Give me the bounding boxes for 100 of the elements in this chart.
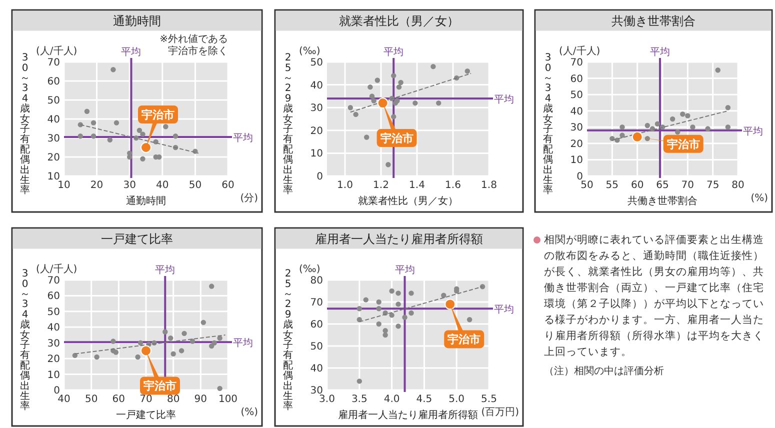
y-tick-label: 30 xyxy=(47,338,60,350)
point xyxy=(170,351,176,356)
point xyxy=(402,314,408,320)
point xyxy=(632,131,643,142)
point xyxy=(368,84,373,90)
y-tick-label: 50 xyxy=(47,306,60,318)
x-tick-label: 75 xyxy=(706,180,720,191)
x-tick-label: 1.6 xyxy=(445,180,461,191)
x-tick-label: 80 xyxy=(166,394,180,405)
x-axis-title: 雇用者一人当たり雇用者所得額 xyxy=(338,409,478,421)
point xyxy=(382,328,388,334)
x-tick-label: 60 xyxy=(222,180,234,191)
point xyxy=(396,324,401,329)
text: (‰) xyxy=(299,264,320,275)
text: 25～29歳女子有配偶出生率 xyxy=(283,268,293,412)
x-tick-label: 50 xyxy=(84,394,98,405)
y-tick-label: 80 xyxy=(310,276,323,286)
annotation: 宇治市 xyxy=(142,108,174,122)
y-tick-label: 0 xyxy=(316,172,323,182)
y-tick-label: 60 xyxy=(47,76,60,88)
x-tick-label: 1.2 xyxy=(373,180,389,191)
text: (百万円) xyxy=(481,407,520,418)
y-tick-label: 10 xyxy=(310,148,323,160)
y-tick-label: 10 xyxy=(47,172,60,182)
y-tick-label: 20 xyxy=(47,354,60,366)
point xyxy=(392,100,398,106)
y-tick-label: 30 xyxy=(310,386,323,396)
x-tick-label: 40 xyxy=(58,394,70,405)
point xyxy=(386,162,391,168)
point xyxy=(376,299,382,305)
text: ※外れ値である xyxy=(160,33,228,45)
ref-line-label: 平均 xyxy=(233,132,253,144)
point xyxy=(376,321,382,327)
y-tick-label: 60 xyxy=(310,320,323,330)
y-tick-label: 50 xyxy=(570,90,583,102)
point xyxy=(396,302,401,307)
point xyxy=(654,121,660,126)
point xyxy=(408,290,414,296)
x-tick-label: 70 xyxy=(681,180,694,191)
point xyxy=(162,329,168,334)
y-tick-label: 0 xyxy=(576,172,583,182)
point xyxy=(168,336,174,341)
point xyxy=(396,84,402,90)
point xyxy=(348,105,353,110)
point xyxy=(670,116,676,122)
x-axis-title: 就業者性比（男／女） xyxy=(358,195,458,207)
x-axis-title: 一戸建て比率 xyxy=(116,409,176,421)
ref-line-label: 平均 xyxy=(384,46,404,58)
point xyxy=(396,290,401,296)
text: （注）相関の中は評価分析 xyxy=(544,366,664,377)
point xyxy=(389,288,394,294)
ref-line-label: 平均 xyxy=(394,264,415,276)
point xyxy=(209,284,214,289)
point xyxy=(680,112,686,117)
y-tick-label: 10 xyxy=(570,155,583,166)
point xyxy=(78,134,83,139)
chart-title: 共働き世帯割合 xyxy=(612,14,696,28)
point xyxy=(620,132,625,138)
text: (人/千人) xyxy=(36,45,78,57)
x-tick-label: 4.5 xyxy=(416,394,432,405)
x-tick-label: 5.0 xyxy=(448,394,465,405)
point xyxy=(725,124,731,130)
y-tick-label: 40 xyxy=(310,364,323,374)
x-axis-title: 通勤時間 xyxy=(126,195,166,207)
x-tick-label: 55 xyxy=(606,180,619,191)
point xyxy=(178,348,184,354)
point xyxy=(408,310,414,316)
point xyxy=(163,124,168,130)
y-tick-label: 40 xyxy=(47,114,60,126)
x-tick-label: 1.0 xyxy=(337,180,353,191)
y-tick-label: 20 xyxy=(570,138,583,150)
y-tick-label: 60 xyxy=(570,74,583,85)
text: 相関が明瞭に表れている評価要素と出生構造の散布図をみると、通勤時間（職住近接性）が長く、就業者性比（男女の雇用均等）、共働き世帯割合（両立）、一戸建て比率（住宅環境（第２子以降））が平均以下となっている様子がわかります。一方、雇用者一人当たり雇用者所得額（所得水準）は平均を大きく上回っています。 xyxy=(544,234,764,358)
annotation: 宇治市 xyxy=(144,380,176,393)
point xyxy=(212,340,217,346)
y-tick-label: 40 xyxy=(570,106,583,118)
point xyxy=(200,320,206,326)
text: (分) xyxy=(240,192,258,204)
point xyxy=(389,312,394,318)
point xyxy=(620,124,625,130)
ref-line-label: 平均 xyxy=(233,337,253,350)
point xyxy=(644,122,650,128)
point xyxy=(705,126,710,132)
x-tick-label: 10 xyxy=(58,180,70,191)
point xyxy=(725,105,731,110)
x-tick-label: 100 xyxy=(218,394,238,405)
point xyxy=(356,306,362,312)
point xyxy=(441,292,446,298)
point xyxy=(136,128,142,133)
point xyxy=(690,124,696,130)
point xyxy=(114,120,120,126)
point xyxy=(371,98,376,104)
y-tick-label: 60 xyxy=(47,291,60,302)
ref-line-label: 平均 xyxy=(650,46,670,58)
text: 30～34歳女子有配偶出生率 xyxy=(543,52,553,196)
point xyxy=(715,68,720,73)
text: 30～34歳女子有配偶出生率 xyxy=(20,268,30,412)
y-tick-label: 10 xyxy=(47,370,60,381)
y-tick-label: 40 xyxy=(310,80,323,92)
point xyxy=(436,100,442,106)
